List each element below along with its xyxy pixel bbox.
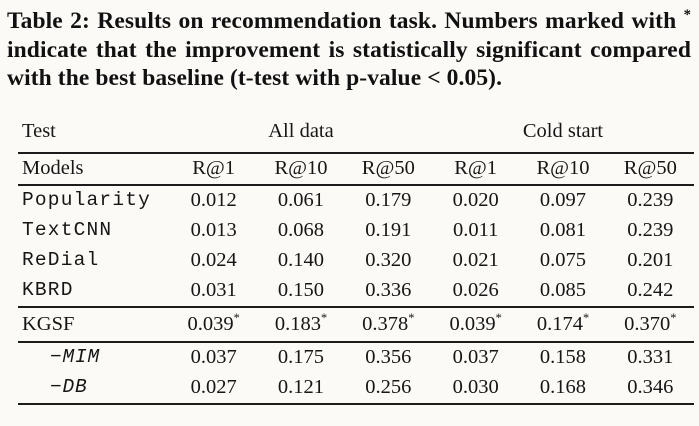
metric-value: 0.191 — [365, 218, 412, 241]
model-name: TextCNN — [22, 219, 113, 241]
significance-marker: * — [408, 310, 415, 325]
significance-marker: * — [582, 310, 590, 325]
metric-value: 0.012 — [190, 188, 237, 211]
header-metric-coldstart-r1: R@1 — [454, 156, 498, 179]
header-metric-alldata-r1: R@1 — [192, 156, 236, 179]
header-test-label: Test — [22, 119, 56, 142]
significance-marker: * — [233, 310, 240, 325]
metric-value: 0.356 — [365, 345, 412, 368]
metric-value: 0.097 — [539, 188, 587, 211]
table-row: KGSF 0.039* 0.183* 0.378* 0.039* 0.174* 0.370* — [18, 306, 694, 342]
metric-value: 0.030 — [452, 375, 499, 398]
metric-value: 0.150 — [277, 278, 325, 301]
metric-value: 0.075 — [539, 248, 587, 271]
header-models-label: Models — [22, 156, 84, 179]
model-name: KGSF — [22, 312, 75, 335]
metric-value: 0.020 — [452, 188, 499, 211]
metric-value: 0.061 — [277, 188, 325, 211]
metric-value: 0.179 — [365, 188, 412, 211]
metric-value: 0.011 — [452, 218, 499, 241]
table-body: Popularity 0.012 0.061 0.179 0.020 0.097 0.239… — [18, 185, 694, 404]
metric-value: 0.239 — [627, 188, 674, 211]
metric-value: 0.239 — [627, 218, 674, 241]
table-header-metric-row: Models R@1 R@10 R@50 R@1 R@10 R@50 — [18, 153, 694, 185]
metric-value: 0.175 — [277, 345, 325, 368]
metric-value: 0.242 — [627, 278, 674, 301]
significance-marker: * — [320, 310, 328, 325]
metric-value: 0.039* — [187, 310, 240, 335]
metric-value: 0.037 — [452, 345, 499, 368]
header-metric-coldstart-r50: R@50 — [623, 156, 677, 179]
metric-value: 0.346 — [627, 375, 674, 398]
metric-value: 0.336 — [365, 278, 412, 301]
metric-value: 0.174* — [536, 310, 590, 335]
metric-value: 0.168 — [539, 375, 587, 398]
metric-value: 0.183* — [274, 310, 328, 335]
caption-significance-marker: * — [683, 7, 692, 24]
metric-value: 0.031 — [190, 278, 237, 301]
model-name: −MIM — [50, 346, 101, 368]
results-table: Test All data Cold start Models R@1 R@10… — [18, 118, 694, 405]
metric-value: 0.081 — [539, 218, 587, 241]
metric-value: 0.024 — [190, 248, 237, 271]
metric-value: 0.085 — [539, 278, 587, 301]
metric-value: 0.370* — [624, 310, 677, 335]
table-header-group-row: Test All data Cold start — [18, 118, 694, 153]
metric-value: 0.037 — [190, 345, 237, 368]
header-all-data-group: All data — [268, 119, 334, 142]
metric-value: 0.027 — [190, 375, 237, 398]
metric-value: 0.068 — [277, 218, 325, 241]
metric-value: 0.026 — [452, 278, 499, 301]
metric-value: 0.039* — [449, 310, 502, 335]
metric-value: 0.013 — [190, 218, 237, 241]
header-metric-alldata-r10: R@10 — [274, 156, 328, 179]
table-caption: Table 2: Results on recommendation task.… — [7, 7, 691, 93]
header-metric-coldstart-r10: R@10 — [536, 156, 590, 179]
metric-value: 0.121 — [277, 375, 325, 398]
significance-marker: * — [495, 310, 502, 325]
table-row: ReDial 0.024 0.140 0.320 0.021 0.075 0.201 — [18, 246, 694, 276]
caption-text-2: indicate that the improvement is statist… — [7, 36, 691, 92]
metric-value: 0.158 — [539, 345, 587, 368]
table-row: Popularity 0.012 0.061 0.179 0.020 0.097 0.239 — [18, 185, 694, 216]
caption-label: Table 2: — [7, 8, 90, 34]
model-name: Popularity — [22, 189, 152, 211]
header-cold-start-group: Cold start — [522, 119, 604, 142]
table-row: −MIM 0.037 0.175 0.356 0.037 0.158 0.331 — [18, 342, 694, 373]
metric-value: 0.201 — [627, 248, 674, 271]
model-name: KBRD — [22, 279, 74, 301]
metric-value: 0.320 — [365, 248, 412, 271]
metric-value: 0.140 — [277, 248, 325, 271]
header-metric-alldata-r50: R@50 — [361, 156, 415, 179]
caption-text-1: Results on recommendation task. Numbers … — [89, 8, 684, 34]
model-name: ReDial — [22, 249, 100, 271]
metric-value: 0.331 — [627, 345, 674, 368]
table-row: −DB 0.027 0.121 0.256 0.030 0.168 0.346 — [18, 373, 694, 404]
table-row: TextCNN 0.013 0.068 0.191 0.011 0.081 0.239 — [18, 216, 694, 246]
metric-value: 0.256 — [365, 375, 412, 398]
model-name: −DB — [50, 376, 88, 398]
significance-marker: * — [670, 310, 677, 325]
metric-value: 0.378* — [362, 310, 415, 335]
metric-value: 0.021 — [452, 248, 499, 271]
table-row: KBRD 0.031 0.150 0.336 0.026 0.085 0.242 — [18, 276, 694, 307]
